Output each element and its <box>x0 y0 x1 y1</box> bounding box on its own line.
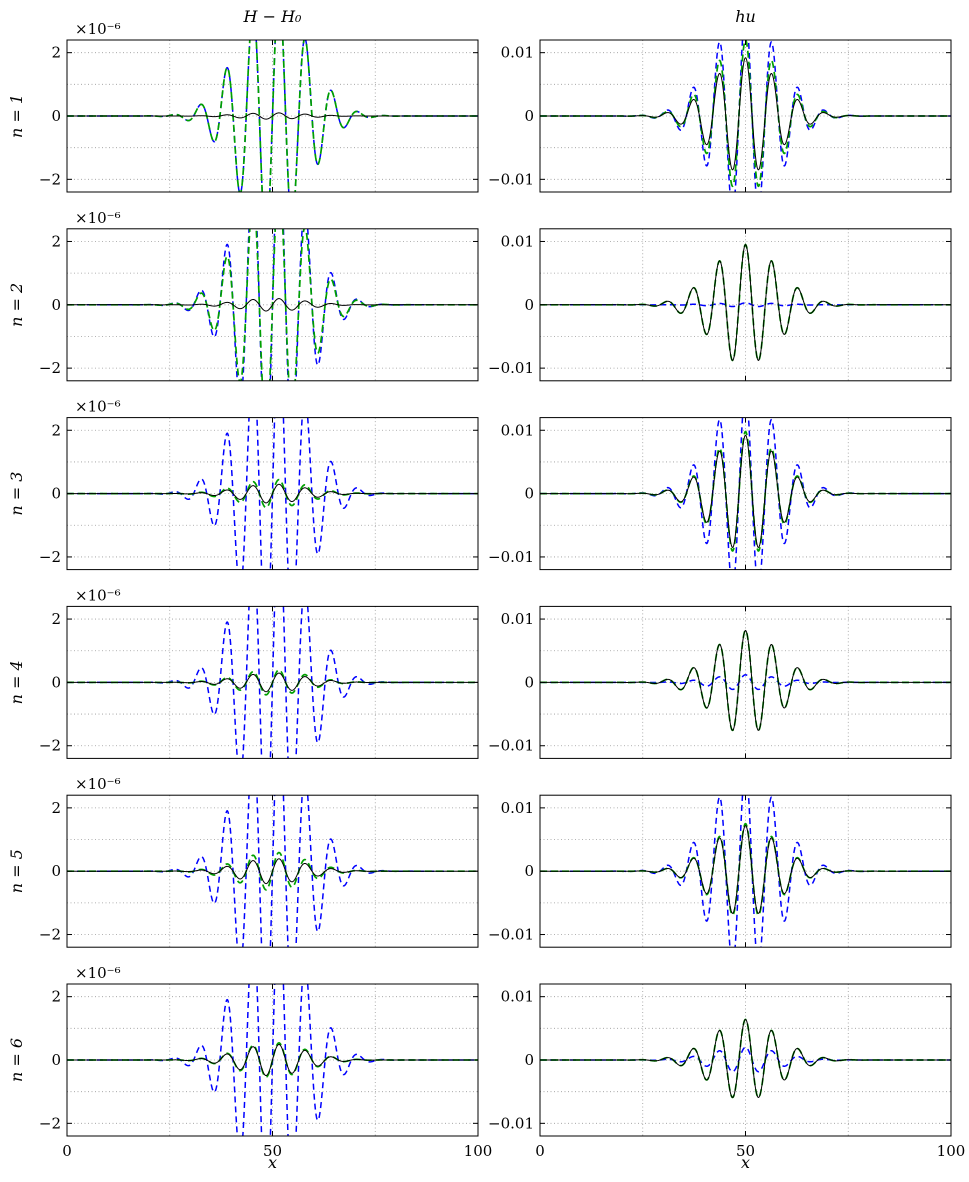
figure-labels: n = 1 n = 2 n = 3 n = 4 n = 5 n = 6 0 50 100 x H −… <box>7 7 965 1172</box>
y-tick-label: 0.01 <box>501 232 534 250</box>
y-tick-label: 0.01 <box>501 988 534 1006</box>
scale-exponent-label: ×10⁻⁶ <box>75 209 121 227</box>
series-line-black-solid <box>67 858 478 885</box>
series-line-black-solid <box>540 244 951 361</box>
y-tick-label: 0 <box>51 296 61 314</box>
y-tick-label: 2 <box>51 232 61 250</box>
y-tick-label: 2 <box>51 799 61 817</box>
panel-r5-c2: 0.01 0 −0.01 <box>488 794 952 948</box>
panel-r1-c2: 0.01 0 −0.01 <box>488 39 952 193</box>
x-axis-title: x <box>268 1153 277 1172</box>
y-tick-label: 0 <box>524 1051 534 1069</box>
y-tick-label: −0.01 <box>488 548 534 566</box>
y-tick-label: 2 <box>51 988 61 1006</box>
y-tick-label: 0 <box>51 485 61 503</box>
y-tick-label: 0.01 <box>501 44 534 62</box>
x-tick-label: 50 <box>736 1142 755 1160</box>
y-tick-label: 0 <box>524 862 534 880</box>
x-tick-label: 100 <box>464 1142 493 1160</box>
scale-exponent-label: ×10⁻⁶ <box>75 775 121 793</box>
scale-exponent-label: ×10⁻⁶ <box>75 20 121 38</box>
scale-exponent-label: ×10⁻⁶ <box>75 964 121 982</box>
scale-exponent-label: ×10⁻⁶ <box>75 398 121 416</box>
panel-r6-c2: 0.01 0 −0.01 <box>488 983 952 1137</box>
series-line-blue-dashed <box>540 674 951 691</box>
y-tick-label: 2 <box>51 421 61 439</box>
y-tick-label: 2 <box>51 610 61 628</box>
row-label: n = 5 <box>7 849 26 893</box>
row-label: n = 3 <box>7 472 26 516</box>
panel-r3-c2: 0.01 0 −0.01 <box>488 417 952 571</box>
y-tick-label: −0.01 <box>488 1114 534 1132</box>
y-tick-label: 0 <box>524 296 534 314</box>
y-tick-label: 2 <box>51 44 61 62</box>
panel-r4-c1: 2 0 −2 ×10⁻⁶ <box>39 586 479 759</box>
y-tick-label: −2 <box>39 926 61 944</box>
series-line-black-solid <box>67 298 478 312</box>
panel-r3-c1: 2 0 −2 ×10⁻⁶ <box>39 398 479 571</box>
y-tick-label: −0.01 <box>488 737 534 755</box>
row-label: n = 6 <box>7 1038 26 1082</box>
x-tick-label: 50 <box>263 1142 282 1160</box>
series-line-black-solid <box>67 672 478 693</box>
series-line-black-solid <box>540 825 951 914</box>
y-tick-label: −0.01 <box>488 359 534 377</box>
y-tick-label: 0.01 <box>501 610 534 628</box>
x-axis-title: x <box>741 1153 750 1172</box>
panel-r5-c1: 2 0 −2 ×10⁻⁶ <box>39 775 479 948</box>
column-title: H − H₀ <box>243 7 302 26</box>
scale-exponent-label: ×10⁻⁶ <box>75 586 121 604</box>
y-tick-label: 0.01 <box>501 799 534 817</box>
y-tick-label: 0 <box>51 1051 61 1069</box>
y-tick-label: −2 <box>39 170 61 188</box>
series-line-green-dashed <box>67 40 478 192</box>
row-label: n = 4 <box>7 660 26 704</box>
panel-r2-c2: 0.01 0 −0.01 <box>488 228 952 382</box>
row-label: n = 2 <box>7 283 26 327</box>
series-line-black-solid <box>540 1018 951 1098</box>
row-label: n = 1 <box>7 94 26 138</box>
y-tick-label: 0.01 <box>501 421 534 439</box>
series-line-black-solid <box>540 57 951 171</box>
y-tick-label: −0.01 <box>488 926 534 944</box>
y-tick-label: 0 <box>51 862 61 880</box>
y-tick-label: 0 <box>524 485 534 503</box>
y-tick-label: −2 <box>39 359 61 377</box>
y-tick-label: 0 <box>524 107 534 125</box>
panel-r4-c2: 0.01 0 −0.01 <box>488 605 952 759</box>
y-tick-label: 0 <box>51 107 61 125</box>
panel-r1-c1: 2 0 −2 ×10⁻⁶ <box>39 20 479 193</box>
y-tick-label: −2 <box>39 548 61 566</box>
series-line-black-solid <box>540 629 951 731</box>
panel-r2-c1: 2 0 −2 ×10⁻⁶ <box>39 209 479 382</box>
column-title: hu <box>735 7 756 26</box>
panels: 2 0 −2 ×10⁻⁶ 2 0 −2 ×10⁻⁶ 2 0 −2 ×10⁻⁶ 2 0 −2 ×10⁻⁶ 2 0 −2… <box>39 20 952 1137</box>
y-tick-label: −0.01 <box>488 170 534 188</box>
panel-r6-c1: 2 0 −2 ×10⁻⁶ <box>39 964 479 1137</box>
series-line-black-solid <box>540 434 951 549</box>
x-tick-label: 0 <box>62 1142 72 1160</box>
series-line-black-solid <box>67 112 478 120</box>
x-tick-label: 100 <box>937 1142 966 1160</box>
series-line-black-solid <box>67 483 478 504</box>
y-tick-label: 0 <box>524 673 534 691</box>
y-tick-label: −2 <box>39 1114 61 1132</box>
x-tick-label: 0 <box>535 1142 545 1160</box>
y-tick-label: −2 <box>39 737 61 755</box>
y-tick-label: 0 <box>51 673 61 691</box>
series-line-black-solid <box>67 1043 478 1077</box>
